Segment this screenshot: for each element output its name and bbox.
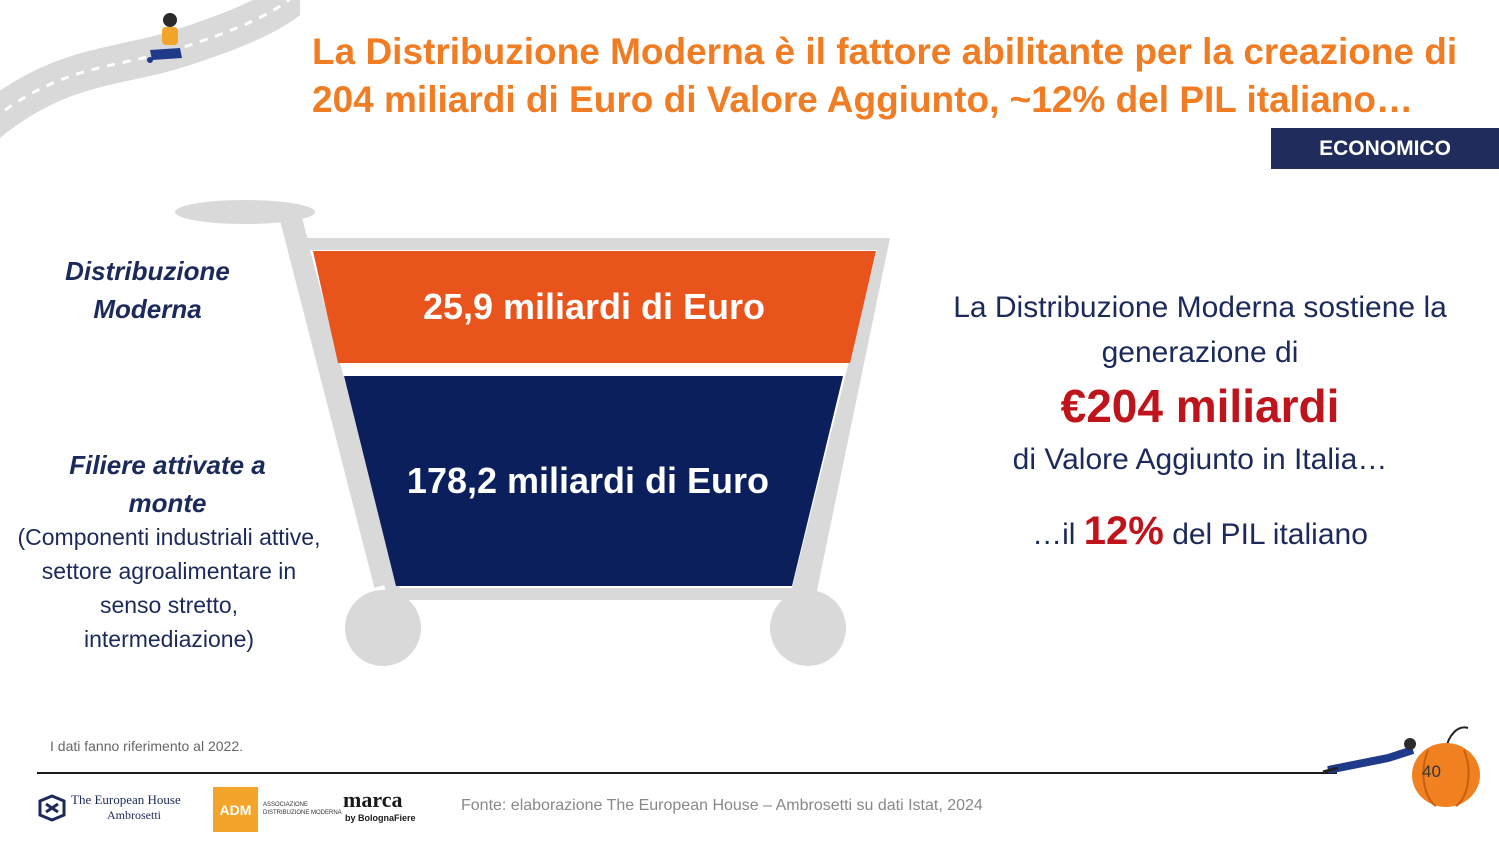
woman-illustration-icon <box>147 13 182 63</box>
adm-text2: DISTRIBUZIONE MODERNA <box>263 810 342 816</box>
teh-line1: The European House <box>71 792 181 807</box>
marca-logo: marca by BolognaFiere <box>343 787 453 832</box>
label-filiere-detail: (Componenti industriali attive, settore … <box>17 524 321 652</box>
footer-divider <box>37 772 1337 774</box>
adm-mark: ADM <box>213 787 258 832</box>
bar-top-label: 25,9 miliardi di Euro <box>422 286 766 327</box>
pumpkin-illustration-icon <box>1322 726 1480 807</box>
summary-pct: 12% <box>1083 509 1164 553</box>
summary-pct-line: …il 12% del PIL italiano <box>940 506 1460 560</box>
marca-by: by BolognaFiere <box>345 813 416 823</box>
european-house-logo: The European House Ambrosetti <box>37 790 212 826</box>
summary-pct-post: del PIL italiano <box>1172 518 1368 551</box>
teh-mark-icon <box>38 794 66 822</box>
marca-mark: marca <box>343 787 403 812</box>
summary-line2: di Valore Aggiunto in Italia… <box>1012 443 1388 476</box>
category-tag: ECONOMICO <box>1271 128 1499 169</box>
label-filiere: Filiere attivate a monte <box>69 450 266 518</box>
summary-line1: La Distribuzione Moderna sostiene la gen… <box>953 291 1447 369</box>
adm-logo: ADM ASSOCIAZIONE DISTRIBUZIONE MODERNA <box>213 787 343 832</box>
source-note: Fonte: elaborazione The European House –… <box>461 797 983 814</box>
teh-line2: Ambrosetti <box>107 808 161 822</box>
shopping-cart-graphic <box>175 200 890 666</box>
bar-top <box>313 251 876 363</box>
summary-pct-pre: …il <box>1032 518 1076 551</box>
label-distribuzione-moderna: Distribuzione Moderna <box>65 256 230 324</box>
summary-amount: €204 miliardi <box>1060 380 1340 432</box>
page-title: La Distribuzione Moderna è il fattore ab… <box>312 31 1458 120</box>
bar-bottom-label: 178,2 miliardi di Euro <box>406 460 770 501</box>
right-summary: La Distribuzione Moderna sostiene la gen… <box>940 285 1460 560</box>
page-number: 40 <box>1422 762 1441 781</box>
data-note: I dati fanno riferimento al 2022. <box>50 738 244 754</box>
bar-bottom <box>344 376 843 586</box>
adm-text1: ASSOCIAZIONE <box>263 802 309 808</box>
